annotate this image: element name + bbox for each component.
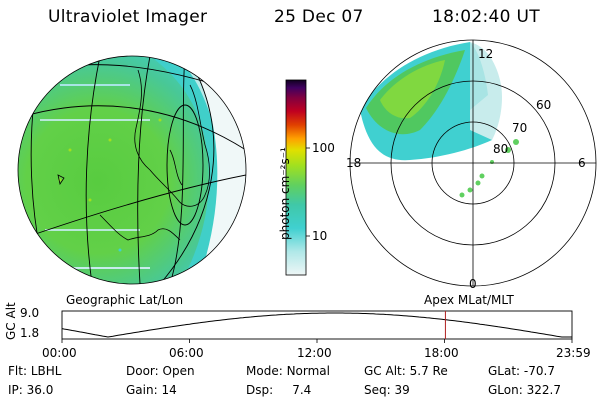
info-gain: Gain: 14	[126, 383, 177, 397]
instrument-title: Ultraviolet Imager	[48, 7, 208, 27]
polar-mlat-mlt-panel	[349, 39, 597, 287]
mlt-label-18: 18	[346, 156, 362, 170]
info-flt: Flt: LBHL	[8, 364, 62, 378]
info-gc-alt: GC Alt: 5.7 Re	[364, 364, 448, 378]
info-mode: Mode: Normal	[246, 364, 330, 378]
mlat-label-60: 60	[536, 98, 552, 112]
info-glat: GLat: -70.7	[488, 364, 555, 378]
timeline-xtick-4: 23:59	[556, 346, 591, 360]
geographic-map-panel	[17, 55, 247, 285]
earth-disk-image	[18, 56, 246, 284]
timeline-axis-label: GC Alt	[4, 302, 18, 340]
mlt-label-0: 0	[469, 277, 477, 291]
earth-limb	[17, 55, 247, 285]
timeline-xtick-0: 00:00	[42, 346, 77, 360]
info-ip: IP: 36.0	[8, 383, 54, 397]
timeline-ytick-max: 9.0	[20, 306, 40, 320]
info-glon: GLon: 322.7	[488, 383, 561, 397]
mlat-label-80: 80	[493, 142, 509, 156]
info-door: Door: Open	[126, 364, 195, 378]
timeline-xtick-3: 18:00	[424, 346, 459, 360]
time-label: 18:02:40 UT	[432, 7, 540, 27]
mlat-label-70: 70	[512, 121, 528, 135]
mlt-label-12: 12	[478, 47, 494, 61]
colorbar-unit-label: photon cm⁻²s⁻¹	[278, 147, 292, 240]
apex-caption: Apex MLat/MLT	[424, 293, 514, 307]
geographic-caption: Geographic Lat/Lon	[66, 293, 184, 307]
color-scale-bar	[285, 79, 310, 276]
timeline-xtick-1: 06:00	[169, 346, 204, 360]
timeline-ytick-min: 1.8	[20, 326, 40, 340]
colorbar-tick-10: 10	[312, 229, 328, 243]
date-label: 25 Dec 07	[274, 7, 364, 27]
colorbar-tick-100: 100	[312, 141, 335, 155]
info-seq: Seq: 39	[364, 383, 410, 397]
altitude-timeline	[61, 310, 573, 343]
timeline-xtick-2: 12:00	[297, 346, 332, 360]
mlt-label-6: 6	[578, 156, 586, 170]
info-dsp: Dsp: 7.4	[246, 383, 312, 397]
